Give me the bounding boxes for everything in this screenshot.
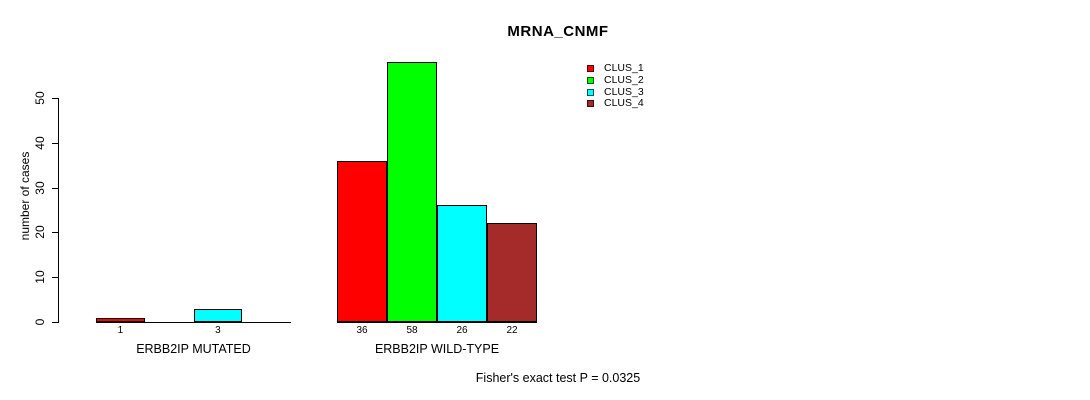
y-axis-title: number of cases — [18, 151, 32, 241]
y-tick-label: 40 — [33, 136, 47, 150]
bar-value-label: 22 — [506, 325, 518, 336]
y-tick-mark — [52, 277, 59, 278]
bar-value-label: 26 — [456, 325, 468, 336]
y-tick-label: 30 — [33, 181, 47, 195]
legend-swatch-clus_2 — [587, 77, 594, 85]
group-baseline — [337, 322, 537, 323]
y-tick-label: 10 — [33, 270, 47, 284]
group-label: ERBB2IP WILD-TYPE — [374, 342, 500, 356]
legend-swatch-clus_3 — [587, 88, 594, 96]
y-tick-mark — [52, 98, 59, 99]
legend-swatch-clus_4 — [587, 100, 594, 108]
bar-clus_2 — [387, 62, 437, 322]
bar-value-label: 36 — [356, 325, 368, 336]
group-label: ERBB2IP MUTATED — [136, 342, 251, 356]
y-tick-mark — [52, 232, 59, 233]
y-tick-label: 20 — [33, 225, 47, 239]
bar-clus_4 — [487, 223, 537, 322]
y-tick-label: 0 — [33, 318, 47, 326]
bar-value-label: 58 — [406, 325, 418, 336]
y-tick-mark — [52, 188, 59, 189]
y-tick-mark — [52, 143, 59, 144]
y-axis-line — [58, 98, 59, 323]
bar-clus_1 — [96, 318, 145, 322]
legend-label: CLUS_3 — [604, 85, 644, 98]
legend-label: CLUS_2 — [604, 74, 644, 87]
group-baseline — [96, 322, 291, 323]
legend-item: CLUS_3 — [587, 86, 644, 98]
legend-swatch-clus_1 — [587, 65, 594, 73]
bar-clus_3 — [193, 309, 243, 322]
legend: CLUS_1 CLUS_2 CLUS_3 CLUS_4 — [587, 63, 644, 110]
legend-item: CLUS_4 — [587, 98, 644, 110]
legend-item: CLUS_2 — [587, 75, 644, 87]
bar-clus_1 — [337, 161, 387, 322]
chart-title: MRNA_CNMF — [507, 23, 609, 40]
legend-item: CLUS_1 — [587, 63, 644, 75]
fisher-test-annotation: Fisher's exact test P = 0.0325 — [475, 371, 641, 385]
y-tick-label: 50 — [33, 91, 47, 105]
bar-clus_3 — [437, 205, 487, 322]
bar-value-label: 3 — [215, 325, 221, 336]
legend-label: CLUS_1 — [604, 62, 644, 75]
legend-label: CLUS_4 — [604, 97, 644, 110]
y-tick-mark — [52, 322, 59, 323]
bar-value-label: 1 — [117, 325, 124, 336]
